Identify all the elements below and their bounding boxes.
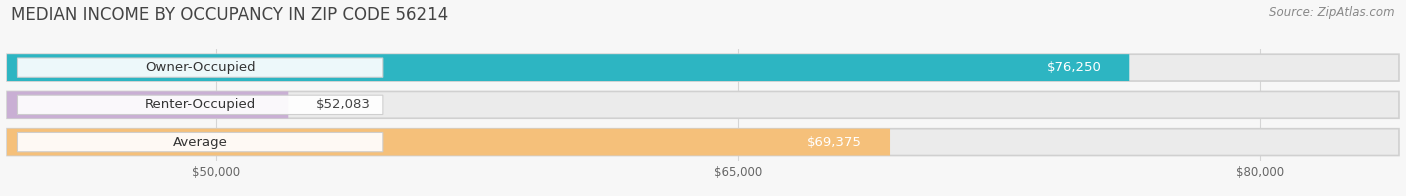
FancyBboxPatch shape: [7, 129, 890, 155]
Text: $76,250: $76,250: [1046, 61, 1101, 74]
FancyBboxPatch shape: [17, 132, 382, 152]
FancyBboxPatch shape: [7, 129, 1399, 155]
FancyBboxPatch shape: [7, 92, 288, 118]
Text: $69,375: $69,375: [807, 136, 862, 149]
FancyBboxPatch shape: [7, 92, 1399, 118]
Text: $52,083: $52,083: [316, 98, 371, 111]
FancyBboxPatch shape: [7, 54, 1399, 81]
FancyBboxPatch shape: [17, 95, 382, 114]
Text: MEDIAN INCOME BY OCCUPANCY IN ZIP CODE 56214: MEDIAN INCOME BY OCCUPANCY IN ZIP CODE 5…: [11, 6, 449, 24]
Text: Owner-Occupied: Owner-Occupied: [145, 61, 256, 74]
Text: Renter-Occupied: Renter-Occupied: [145, 98, 256, 111]
FancyBboxPatch shape: [17, 58, 382, 77]
Text: Average: Average: [173, 136, 228, 149]
Text: Source: ZipAtlas.com: Source: ZipAtlas.com: [1270, 6, 1395, 19]
FancyBboxPatch shape: [7, 54, 1129, 81]
